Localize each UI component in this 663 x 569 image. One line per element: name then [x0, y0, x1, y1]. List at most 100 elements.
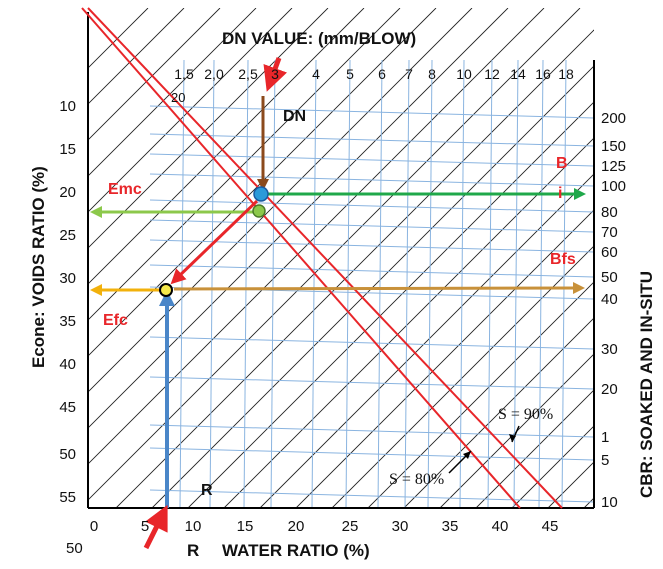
right-tick: 200 [601, 110, 626, 127]
hatch-line [223, 137, 594, 508]
left-tick: 10 [59, 98, 76, 115]
grid-horizontal [149, 133, 594, 147]
hatch-line [295, 209, 594, 508]
right-tick: 60 [601, 244, 618, 261]
grid-horizontal [149, 153, 594, 167]
right-tick: 40 [601, 291, 618, 308]
hatch-line [475, 389, 594, 508]
top-pointer-arrow [263, 57, 288, 92]
grid-vertical [377, 59, 383, 508]
bottom-pointer-arrow [143, 504, 168, 550]
right-tick: 30 [601, 341, 618, 358]
grid-horizontal [149, 336, 594, 350]
bfs-label: Bfs [550, 251, 576, 268]
intersection-blue [253, 186, 269, 202]
top-tick: 1,5 [174, 66, 194, 82]
hatch-line [88, 8, 257, 177]
right-tick: 80 [601, 204, 618, 221]
bottom-tick: 20 [288, 518, 305, 535]
hatch-line [259, 173, 594, 508]
top-tick: 10 [456, 66, 472, 82]
dn-grid [149, 59, 594, 508]
top-tick: 12 [484, 66, 500, 82]
left-tick: 55 [59, 489, 76, 506]
hatch-line [88, 8, 329, 249]
bottom-tick-labels: 0 5 10 15 20 25 30 35 40 45 [90, 518, 559, 535]
grid-horizontal [149, 447, 594, 461]
bottom-tick: 5 [141, 518, 149, 535]
grid-horizontal [149, 173, 594, 187]
hatch-line [88, 8, 437, 357]
grid-vertical [513, 59, 519, 508]
top-tick: 7 [405, 66, 413, 82]
i-label: i [558, 185, 562, 202]
grid-horizontal [149, 376, 594, 390]
saturation-line-90 [87, 7, 563, 509]
right-tick: 5 [601, 452, 609, 469]
hatch-line [331, 245, 594, 508]
top-tick: 6 [378, 66, 386, 82]
hatch-line [88, 8, 149, 69]
grid-vertical [404, 59, 410, 508]
hatch-line [115, 29, 594, 508]
b-label: B [556, 155, 568, 172]
left-tick-labels: 10 15 20 25 30 35 40 45 50 55 [59, 98, 76, 506]
right-tick: 70 [601, 224, 618, 241]
emc-label: Emc [108, 181, 142, 198]
hatch-line [88, 8, 401, 321]
grid-vertical [538, 59, 544, 508]
grid-horizontal [149, 105, 594, 119]
hatch-line [187, 101, 594, 508]
grid-vertical [561, 59, 567, 508]
r-label: R [201, 482, 213, 499]
left-tick: 45 [59, 399, 76, 416]
top-tick: 5 [346, 66, 354, 82]
right-tick: 20 [601, 381, 618, 398]
efc-label: Efc [103, 312, 128, 329]
bottom-tick: 15 [237, 518, 254, 535]
top-tick: 2,5 [238, 66, 258, 82]
left-tick: 40 [59, 356, 76, 373]
s80-label: S = 80% [389, 471, 444, 488]
grid-vertical [427, 59, 433, 508]
s90-pointer-head [509, 434, 516, 442]
intersection-yellow [159, 283, 173, 297]
bottom-tick: 0 [90, 518, 98, 535]
grid-vertical [311, 59, 317, 508]
saturation-line-80 [81, 7, 521, 509]
bottom-tick: 35 [442, 518, 459, 535]
top-tick: 8 [428, 66, 436, 82]
top-tick: 16 [535, 66, 551, 82]
top-tick-labels: 1,5 2,0 2,5 3 4 5 6 7 8 10 12 14 16 18 [174, 66, 574, 82]
grid-vertical [243, 59, 249, 508]
hatch-line [439, 353, 594, 508]
right-axis-title: CBR: SOAKED AND IN-SITU [637, 271, 656, 498]
bfs-arrow-tan [173, 282, 585, 295]
grid-vertical [209, 59, 215, 508]
hatch-line [403, 317, 594, 508]
left-tick: 15 [59, 141, 76, 158]
hatch-line [151, 65, 594, 508]
bottom-axis-title: WATER RATIO (%) [222, 541, 370, 560]
hatch-line [88, 8, 509, 429]
right-tick: 10 [601, 494, 618, 511]
s90-label: S = 90% [498, 406, 553, 423]
grid-vertical [487, 59, 493, 508]
bottom-tick: 25 [342, 518, 359, 535]
bottom-extra-label: 50 [66, 540, 83, 557]
left-axis-title: Econe: VOIDS RATIO (%) [29, 166, 48, 368]
top-tick: 18 [558, 66, 574, 82]
grid-horizontal [149, 219, 594, 233]
s80-pointer-head [463, 451, 471, 459]
grid-horizontal [149, 489, 594, 503]
hatch-line [88, 8, 221, 141]
grid-vertical [345, 59, 351, 508]
left-tick: 50 [59, 446, 76, 463]
grid-horizontal [149, 199, 594, 213]
top-sub-tick: 20 [171, 90, 185, 105]
left-tick: 30 [59, 270, 76, 287]
bottom-tick: 45 [542, 518, 559, 535]
bottom-tick: 40 [492, 518, 509, 535]
